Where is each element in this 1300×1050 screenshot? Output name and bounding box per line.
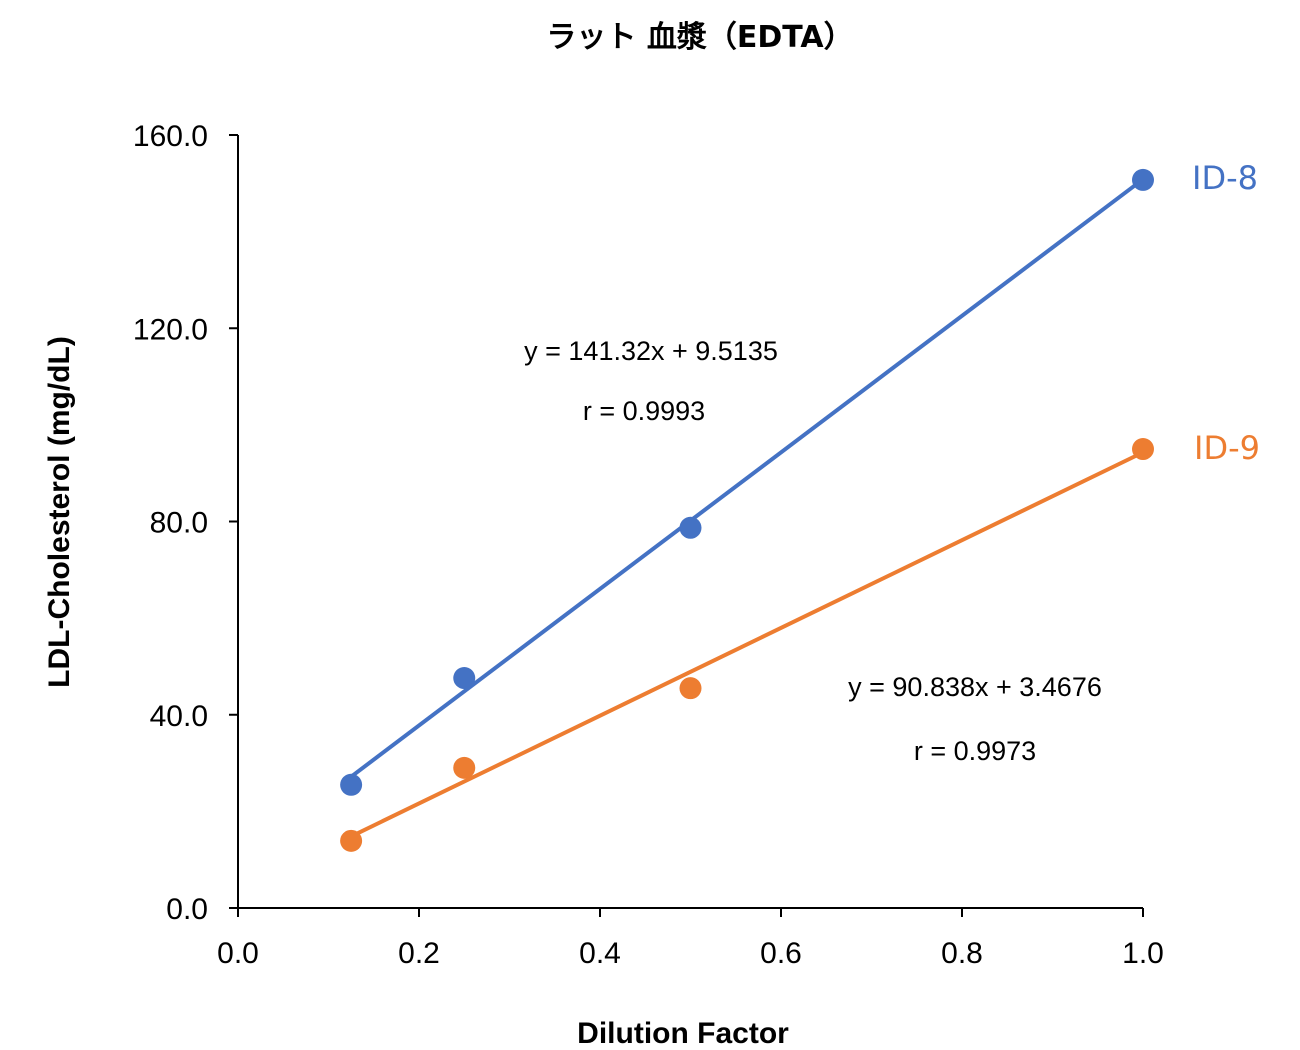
- x-tick-label: 0.0: [217, 937, 259, 970]
- data-point-id-9: [679, 677, 702, 700]
- data-point-id-8: [340, 773, 363, 796]
- y-tick-label: 0.0: [166, 893, 208, 926]
- series-label-id-9: ID-9: [1194, 429, 1260, 467]
- y-axis-label: LDL-Cholesterol (mg/dL): [43, 336, 76, 688]
- data-point-id-9: [340, 829, 363, 852]
- x-tick-label: 0.8: [941, 937, 983, 970]
- y-tick-label: 160.0: [133, 120, 208, 153]
- r-value-id-9: r = 0.9973: [914, 736, 1036, 766]
- equation-id-9: y = 90.838x + 3.4676: [848, 672, 1102, 702]
- data-point-id-8: [1132, 168, 1154, 191]
- axes: 0.0 0.2 0.4 0.6 0.8 1.0 0.0 40.0 80.0 120.0 160.0: [133, 120, 1164, 970]
- data-point-id-8: [453, 667, 476, 690]
- data-point-id-9: [453, 756, 476, 779]
- y-tick-label: 80.0: [150, 507, 208, 540]
- x-tick-label: 0.2: [398, 937, 440, 970]
- x-tick-label: 1.0: [1122, 937, 1164, 970]
- x-axis-label: Dilution Factor: [577, 1017, 789, 1050]
- trendline-id-8: [349, 177, 1145, 779]
- y-tick-label: 40.0: [150, 700, 208, 733]
- y-tick-label: 120.0: [133, 313, 208, 346]
- series-label-id-8: ID-8: [1192, 159, 1258, 197]
- plot-area: [340, 168, 1154, 852]
- chart-title: ラット 血漿（EDTA）: [546, 20, 853, 55]
- x-tick-label: 0.6: [760, 937, 802, 970]
- r-value-id-8: r = 0.9993: [583, 396, 705, 426]
- x-tick-label: 0.4: [579, 937, 621, 970]
- data-point-id-9: [1132, 438, 1154, 461]
- data-point-id-8: [679, 516, 702, 539]
- trendline-id-9: [350, 450, 1144, 839]
- equation-id-8: y = 141.32x + 9.5135: [524, 336, 778, 366]
